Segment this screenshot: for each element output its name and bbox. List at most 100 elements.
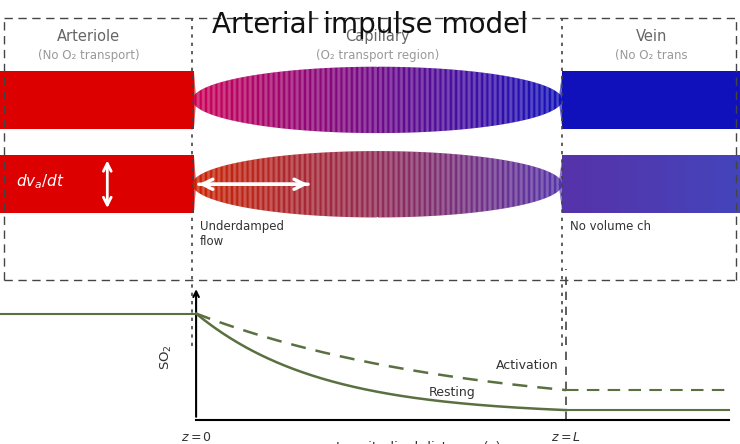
Polygon shape [445, 153, 446, 215]
Polygon shape [296, 70, 297, 130]
Polygon shape [426, 68, 428, 132]
Polygon shape [352, 151, 353, 217]
Polygon shape [452, 154, 454, 214]
Polygon shape [224, 81, 226, 119]
Polygon shape [314, 153, 315, 215]
Polygon shape [538, 83, 539, 116]
Polygon shape [236, 163, 237, 206]
Polygon shape [326, 68, 327, 132]
Polygon shape [259, 74, 260, 126]
Polygon shape [377, 67, 378, 133]
Polygon shape [362, 151, 363, 218]
Polygon shape [522, 79, 524, 120]
Polygon shape [487, 73, 488, 127]
Text: (O₂ transport region): (O₂ transport region) [316, 49, 439, 62]
Polygon shape [425, 68, 426, 132]
Polygon shape [382, 151, 383, 218]
Polygon shape [489, 74, 491, 126]
Polygon shape [323, 152, 325, 216]
Polygon shape [477, 156, 478, 212]
Polygon shape [527, 165, 528, 204]
Polygon shape [480, 157, 481, 212]
Polygon shape [240, 78, 241, 122]
Polygon shape [423, 68, 424, 132]
Polygon shape [257, 159, 258, 210]
Polygon shape [485, 157, 487, 211]
Polygon shape [430, 68, 431, 132]
Polygon shape [280, 156, 281, 213]
Polygon shape [363, 67, 364, 133]
Polygon shape [549, 87, 550, 112]
Polygon shape [527, 80, 528, 119]
Polygon shape [528, 80, 529, 119]
Polygon shape [454, 70, 455, 130]
Polygon shape [424, 152, 425, 216]
Polygon shape [520, 79, 522, 121]
Polygon shape [557, 92, 559, 107]
Polygon shape [222, 82, 223, 118]
Polygon shape [539, 84, 540, 116]
Polygon shape [220, 166, 221, 202]
Polygon shape [450, 69, 451, 131]
Polygon shape [446, 154, 447, 215]
Polygon shape [406, 67, 408, 133]
Polygon shape [389, 67, 391, 133]
Polygon shape [505, 160, 507, 208]
Polygon shape [195, 93, 196, 107]
Polygon shape [384, 151, 386, 218]
Polygon shape [369, 151, 371, 218]
Polygon shape [546, 87, 548, 113]
Polygon shape [411, 152, 413, 217]
Polygon shape [455, 70, 456, 130]
Polygon shape [553, 89, 554, 111]
Polygon shape [536, 83, 538, 117]
Polygon shape [540, 84, 542, 116]
Polygon shape [432, 153, 434, 216]
Polygon shape [548, 87, 549, 113]
Polygon shape [312, 153, 314, 215]
Polygon shape [252, 160, 253, 209]
Polygon shape [460, 70, 461, 130]
Polygon shape [209, 170, 211, 199]
Polygon shape [476, 156, 477, 212]
Polygon shape [387, 151, 388, 218]
Text: $z=L$: $z=L$ [551, 431, 581, 444]
Polygon shape [561, 96, 562, 104]
Polygon shape [555, 175, 556, 194]
Polygon shape [346, 151, 347, 217]
Polygon shape [383, 67, 384, 133]
Polygon shape [489, 158, 491, 210]
Polygon shape [285, 71, 286, 129]
Polygon shape [290, 155, 292, 214]
Polygon shape [244, 77, 246, 123]
Polygon shape [280, 71, 281, 128]
Polygon shape [424, 68, 425, 132]
Polygon shape [502, 160, 503, 209]
Polygon shape [500, 75, 502, 125]
Polygon shape [437, 153, 439, 216]
Polygon shape [443, 69, 445, 131]
Polygon shape [211, 169, 212, 199]
Polygon shape [194, 95, 195, 105]
Polygon shape [470, 155, 471, 213]
Polygon shape [409, 151, 410, 217]
Polygon shape [557, 177, 559, 192]
Polygon shape [546, 171, 548, 198]
Polygon shape [240, 77, 242, 123]
Polygon shape [400, 151, 402, 217]
Polygon shape [347, 67, 349, 133]
Polygon shape [192, 180, 194, 188]
Polygon shape [231, 79, 232, 120]
Polygon shape [235, 79, 236, 121]
Polygon shape [375, 67, 377, 133]
Polygon shape [544, 170, 545, 199]
Polygon shape [200, 90, 201, 110]
Polygon shape [201, 89, 202, 111]
Polygon shape [509, 77, 511, 123]
Polygon shape [240, 162, 242, 207]
Polygon shape [406, 151, 408, 217]
Polygon shape [204, 172, 205, 196]
Polygon shape [386, 151, 387, 218]
Polygon shape [436, 68, 437, 131]
Polygon shape [437, 68, 439, 131]
